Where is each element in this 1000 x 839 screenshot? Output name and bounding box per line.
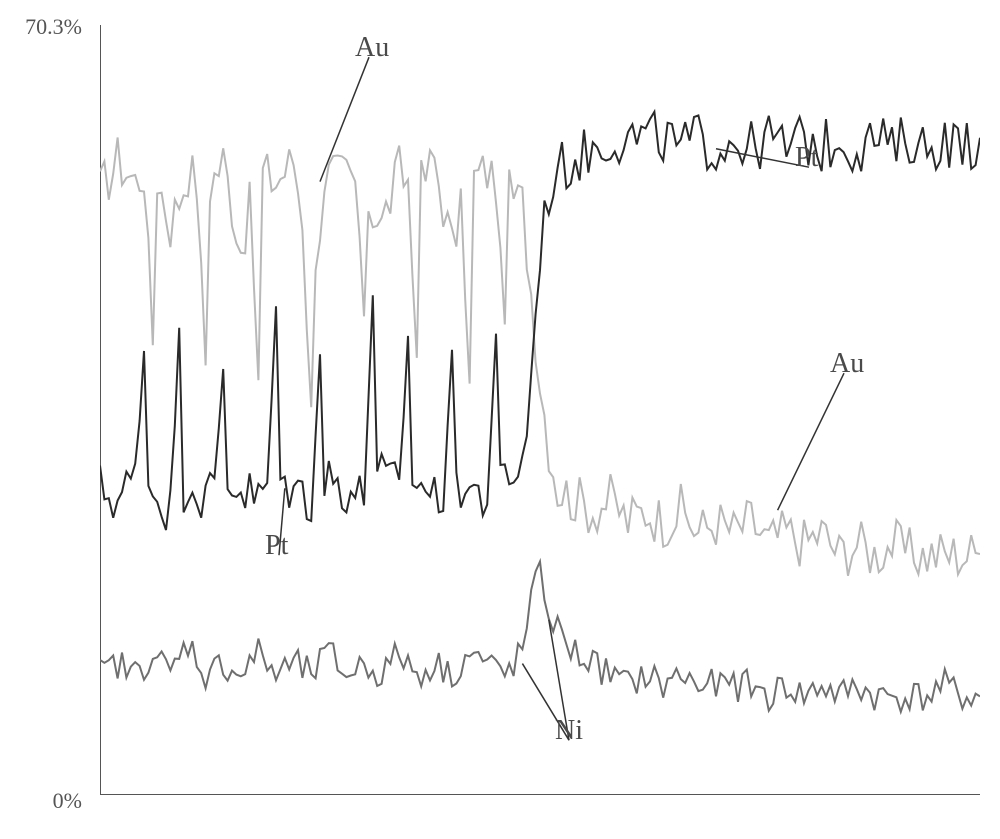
annotation-au-2: Au <box>830 348 864 380</box>
annotation-au-0: Au <box>355 32 389 64</box>
annotation-leader <box>778 373 844 510</box>
y-axis-max-label: 70.3% <box>10 14 82 40</box>
annotation-ni-4: Ni <box>555 715 583 747</box>
y-axis-min-label: 0% <box>10 788 82 814</box>
annotation-pt-1: Pt <box>795 142 818 174</box>
series-ni <box>100 562 980 712</box>
series-pt <box>100 112 980 530</box>
annotation-leader <box>320 57 369 181</box>
eds-linescan-chart: 70.3% 0% Au Pt Au Pt Ni <box>0 0 1000 839</box>
annotation-leaders <box>279 57 844 740</box>
annotation-pt-3: Pt <box>265 530 288 562</box>
plot-area <box>100 25 980 795</box>
